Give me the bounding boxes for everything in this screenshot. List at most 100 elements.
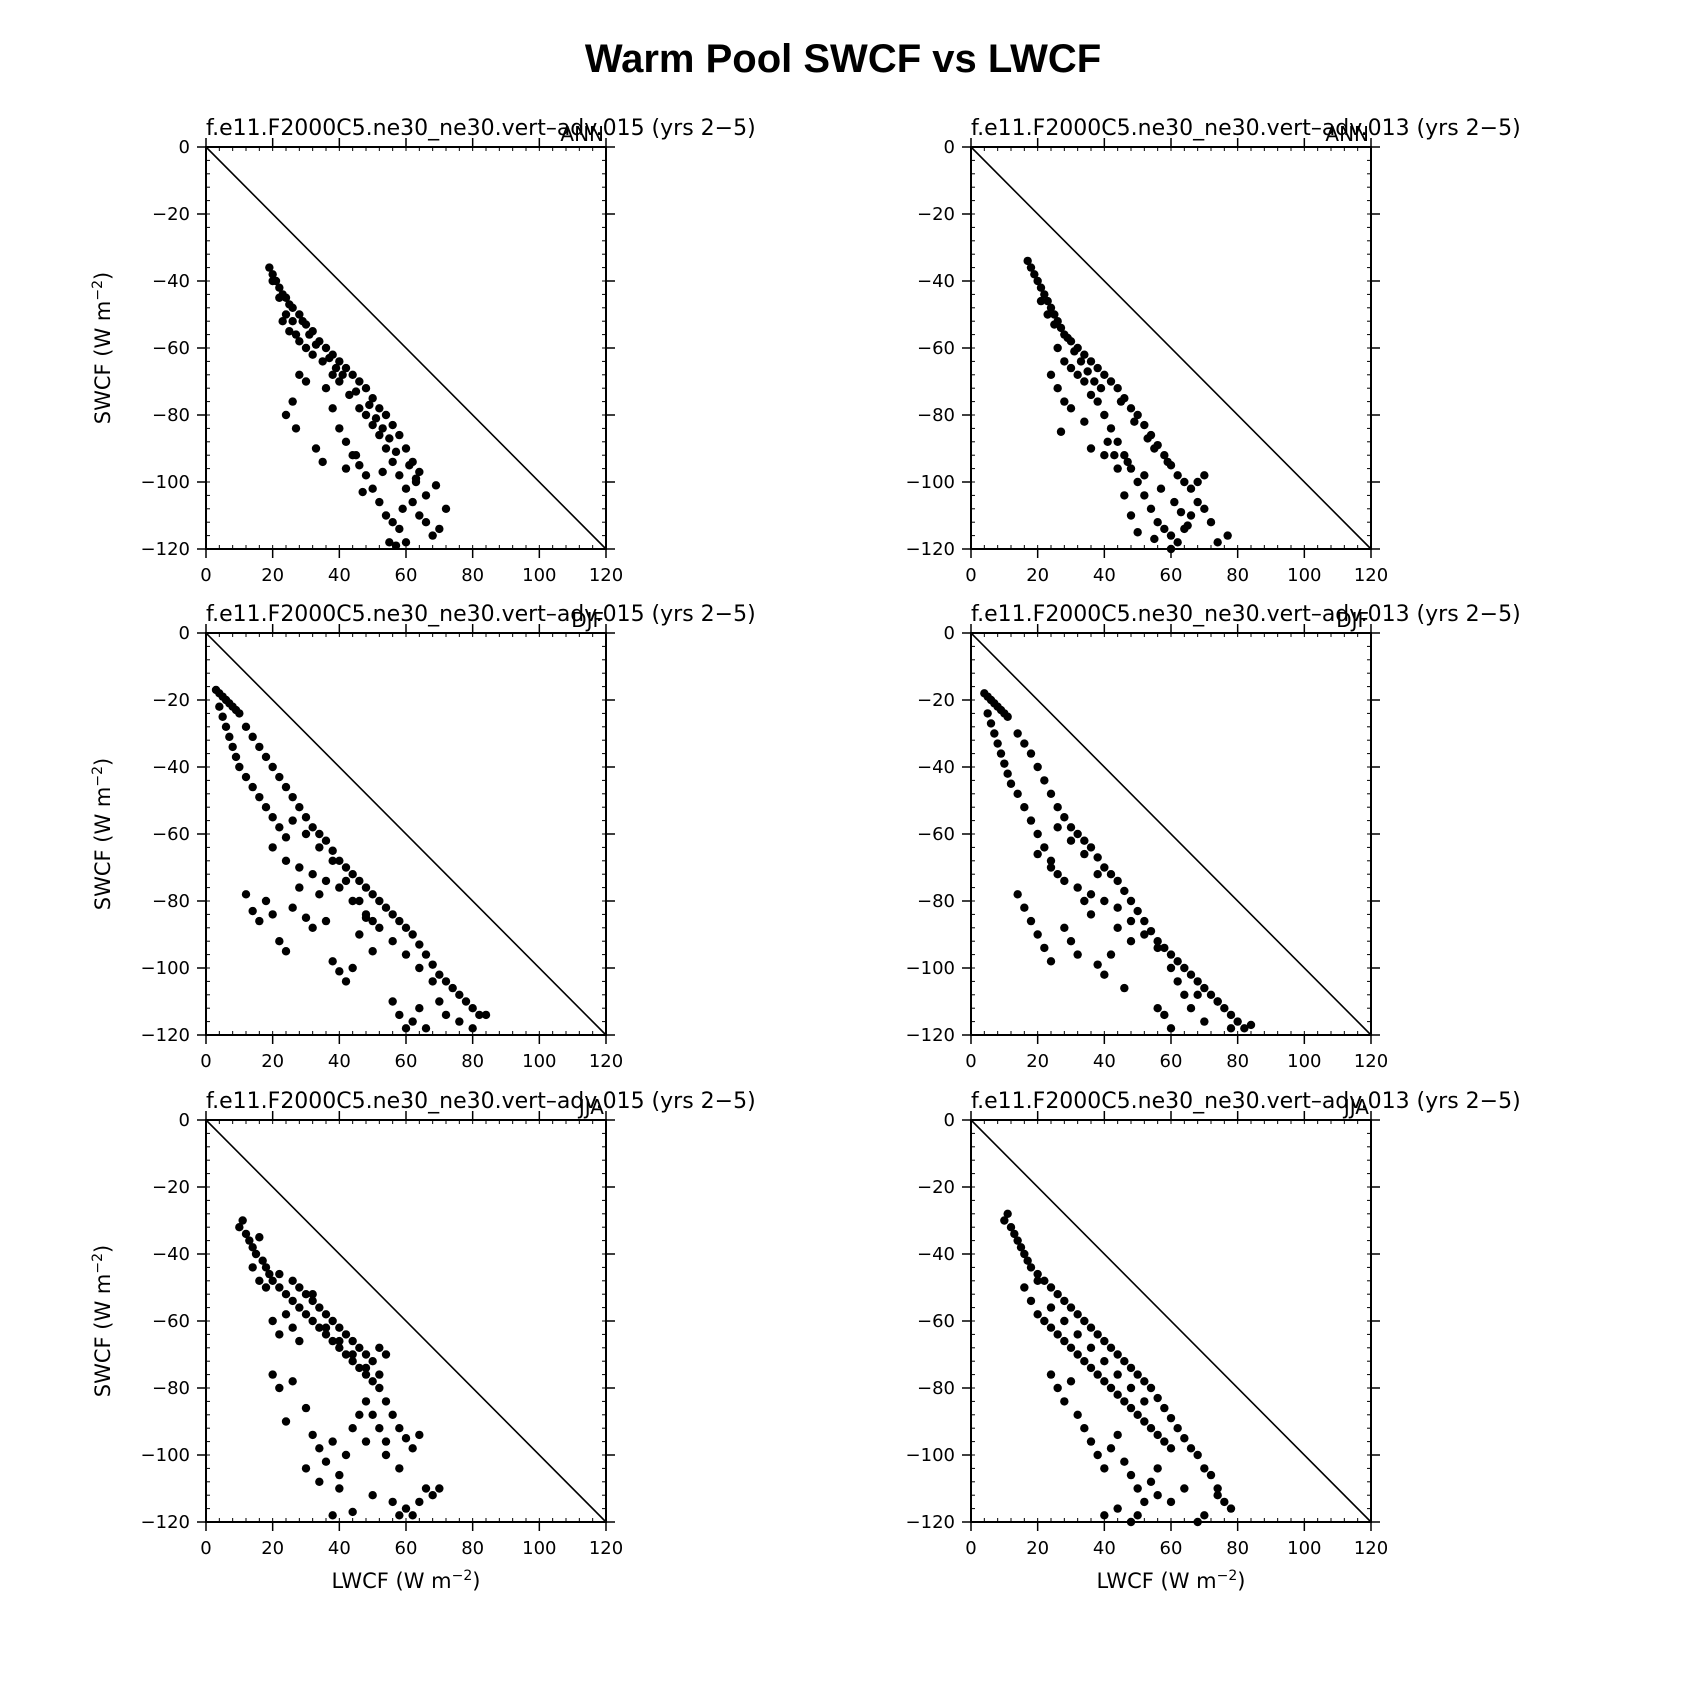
data-point (1093, 1370, 1102, 1379)
data-point (1020, 803, 1029, 812)
data-point (1016, 1243, 1026, 1252)
data-point (305, 330, 314, 339)
data-point (235, 709, 244, 718)
x-axis-label: LWCF (W m−2) (1097, 1568, 1246, 1593)
data-point (388, 910, 397, 919)
data-point (1046, 1303, 1056, 1312)
data-point (1186, 970, 1196, 979)
data-point (348, 1507, 357, 1517)
data-point (268, 813, 277, 822)
data-point (1080, 896, 1089, 906)
data-point (361, 883, 371, 892)
data-point (421, 950, 431, 959)
scatter-points (235, 1216, 444, 1520)
data-point (1166, 1497, 1176, 1507)
y-tick-label: −60 (152, 1311, 190, 1332)
data-point (1166, 1444, 1176, 1453)
data-point (408, 1444, 417, 1453)
y-tick-label: −20 (917, 690, 955, 711)
data-point (1106, 424, 1116, 433)
x-tick-label: 60 (1160, 565, 1183, 586)
data-point (1150, 534, 1159, 544)
y-tick-label: −80 (152, 891, 190, 912)
data-point (1126, 937, 1136, 946)
x-tick-label: 0 (965, 1538, 976, 1559)
data-point (268, 276, 277, 286)
data-point (315, 1303, 324, 1312)
data-point (388, 518, 397, 527)
data-point (1120, 451, 1129, 460)
data-point (368, 1377, 377, 1386)
data-point (1033, 1269, 1042, 1279)
data-point (328, 1511, 337, 1520)
y-tick-label: −120 (141, 1025, 190, 1046)
data-point (388, 1497, 397, 1507)
data-point (288, 317, 297, 326)
data-point (1140, 471, 1149, 480)
y-tick-label: 0 (944, 1110, 955, 1131)
data-point (1046, 1323, 1056, 1332)
data-point (381, 1397, 391, 1406)
data-point (1093, 870, 1102, 879)
figure-title: Warm Pool SWCF vs LWCF (585, 37, 1101, 81)
data-point (1066, 937, 1076, 946)
data-point (1113, 923, 1122, 932)
data-point (298, 317, 307, 326)
x-tick-label: 120 (1354, 1051, 1388, 1072)
data-point (391, 541, 401, 550)
data-point (275, 772, 284, 782)
data-point (1170, 497, 1179, 507)
data-point (1133, 477, 1142, 487)
data-point (221, 722, 231, 731)
x-tick-label: 80 (461, 1538, 484, 1559)
data-point (295, 1336, 304, 1346)
data-point (355, 896, 364, 906)
data-point (301, 913, 311, 922)
data-point (1120, 886, 1129, 896)
data-point (441, 1010, 451, 1020)
data-point (381, 1350, 391, 1359)
data-point (1140, 916, 1149, 926)
data-point (321, 1323, 331, 1332)
data-point (385, 434, 394, 443)
data-point (1233, 1017, 1242, 1026)
data-point (1100, 370, 1109, 379)
data-point (408, 1017, 417, 1026)
data-point (1100, 1464, 1109, 1473)
data-point (1080, 1357, 1089, 1366)
data-point (1053, 823, 1062, 832)
data-point (291, 424, 301, 433)
data-point (1213, 1491, 1222, 1500)
data-point (288, 816, 297, 825)
data-point (1140, 930, 1149, 939)
data-point (335, 1484, 344, 1493)
data-point (401, 444, 411, 453)
data-point (288, 792, 297, 802)
data-point (248, 906, 257, 916)
y-tick-label: 0 (179, 137, 190, 158)
data-point (1120, 1457, 1129, 1466)
data-point (1193, 1517, 1202, 1527)
data-point (1100, 451, 1109, 460)
x-tick-label: 100 (1287, 1538, 1321, 1559)
y-tick-label: −20 (152, 1177, 190, 1198)
data-point (1033, 930, 1042, 939)
data-point (368, 394, 377, 403)
data-point (428, 1491, 437, 1500)
data-point (295, 863, 304, 872)
data-point (1053, 803, 1062, 812)
data-point (1153, 937, 1162, 946)
data-point (1056, 323, 1066, 333)
x-tick-label: 20 (261, 565, 284, 586)
data-point (421, 1484, 431, 1493)
y-tick-label: −120 (141, 539, 190, 560)
data-point (315, 843, 324, 852)
data-point (421, 518, 431, 527)
data-point (1053, 384, 1062, 393)
data-point (1146, 1383, 1156, 1393)
data-point (1133, 410, 1142, 420)
data-point (348, 1424, 357, 1433)
data-point (368, 420, 377, 430)
data-point (435, 524, 444, 534)
x-axis-label: LWCF (W m−2) (332, 1568, 481, 1593)
